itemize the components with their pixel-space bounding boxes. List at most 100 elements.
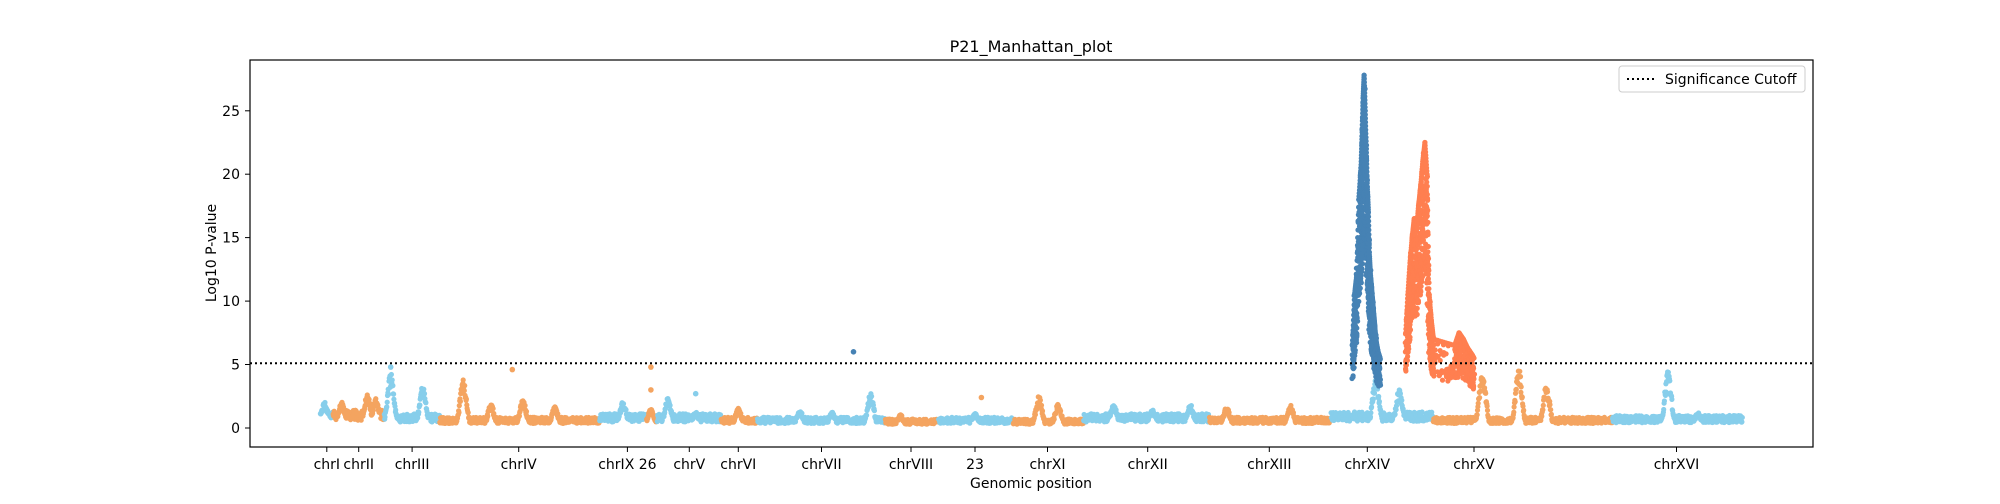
data-point [1484, 403, 1490, 409]
data-point-significant [1363, 146, 1369, 152]
data-point [1419, 409, 1425, 415]
data-point [1669, 396, 1675, 402]
data-point-significant [1362, 108, 1368, 114]
data-point [461, 388, 467, 394]
data-point-significant [1365, 209, 1371, 215]
data-point [667, 402, 673, 408]
data-point-significant [1366, 218, 1372, 224]
data-point [1474, 412, 1480, 418]
data-point [457, 398, 463, 404]
data-point-significant [1364, 180, 1370, 186]
data-point [1539, 413, 1545, 419]
data-point [623, 407, 629, 413]
data-point [460, 377, 466, 383]
data-point [1521, 407, 1527, 413]
data-point [382, 414, 388, 420]
data-point [384, 399, 390, 405]
data-point-significant [1363, 123, 1369, 129]
data-point [1519, 394, 1525, 400]
data-point [1058, 408, 1064, 414]
data-point [366, 396, 372, 402]
data-point [1518, 384, 1524, 390]
data-point [1288, 402, 1294, 409]
data-point [1667, 378, 1673, 384]
data-point [738, 410, 744, 417]
data-point [1429, 409, 1435, 415]
data-point [869, 393, 875, 399]
data-point [1517, 374, 1524, 380]
data-point [1511, 409, 1517, 415]
data-point-significant [1357, 290, 1363, 296]
data-point-significant [1363, 131, 1369, 137]
data-point [1520, 403, 1526, 409]
data-point [1039, 408, 1046, 414]
data-point [358, 417, 364, 423]
data-point-significant [1366, 236, 1372, 242]
data-point [1548, 407, 1554, 413]
data-point [523, 408, 530, 415]
data-point [522, 402, 528, 409]
data-point [1484, 407, 1491, 413]
data-point [388, 371, 394, 378]
data-point [1663, 389, 1669, 395]
data-point [1032, 412, 1038, 418]
data-point [456, 403, 462, 409]
data-point [1376, 398, 1382, 405]
data-point [1548, 411, 1554, 417]
data-point [1367, 414, 1374, 420]
data-point-significant [1358, 280, 1364, 286]
data-point [1475, 400, 1481, 406]
data-point-significant [1366, 231, 1372, 238]
data-point [1511, 404, 1517, 410]
data-point [1665, 369, 1671, 375]
data-point-significant [1362, 119, 1369, 125]
data-point-significant [1363, 127, 1369, 133]
data-point [1037, 397, 1043, 403]
data-point-significant [1354, 340, 1360, 346]
data-point [1547, 402, 1553, 408]
data-point [1370, 396, 1376, 402]
data-point-significant [1354, 310, 1360, 316]
data-point [465, 410, 471, 416]
data-point-significant [1363, 150, 1369, 156]
data-point-significant [1356, 298, 1362, 305]
data-point-significant [1364, 165, 1370, 171]
data-point-significant [1364, 172, 1370, 179]
data-point-significant [1350, 373, 1356, 379]
data-point [620, 401, 627, 407]
data-point [389, 377, 395, 383]
data-point [799, 410, 805, 416]
data-point [423, 400, 429, 406]
data-points [317, 72, 1745, 427]
data-point-significant [1366, 249, 1372, 255]
data-point-significant [1363, 153, 1370, 159]
data-point-significant [1355, 318, 1361, 324]
data-point [391, 396, 397, 402]
data-point [421, 386, 427, 392]
data-point [1226, 409, 1232, 416]
data-point-significant [1364, 176, 1370, 182]
data-point [1188, 403, 1194, 409]
data-point [1661, 398, 1667, 404]
data-point [462, 383, 468, 389]
data-point-significant [1357, 285, 1363, 291]
data-point [367, 400, 373, 406]
data-point [1517, 368, 1523, 374]
data-point [1739, 414, 1745, 421]
data-point-significant [1354, 333, 1360, 339]
data-point-significant [1364, 169, 1370, 175]
chart-title: P21_Manhattan_plot [950, 37, 1113, 57]
data-point [1376, 393, 1382, 400]
data-point [717, 412, 724, 418]
data-point [322, 399, 328, 406]
data-point-significant [1354, 325, 1360, 331]
data-point [1482, 385, 1488, 391]
data-point [1513, 386, 1519, 392]
data-point-significant [1363, 134, 1369, 140]
data-point [871, 408, 878, 414]
data-point-significant [1366, 227, 1372, 233]
data-point [1518, 389, 1524, 395]
data-point [1377, 407, 1384, 413]
